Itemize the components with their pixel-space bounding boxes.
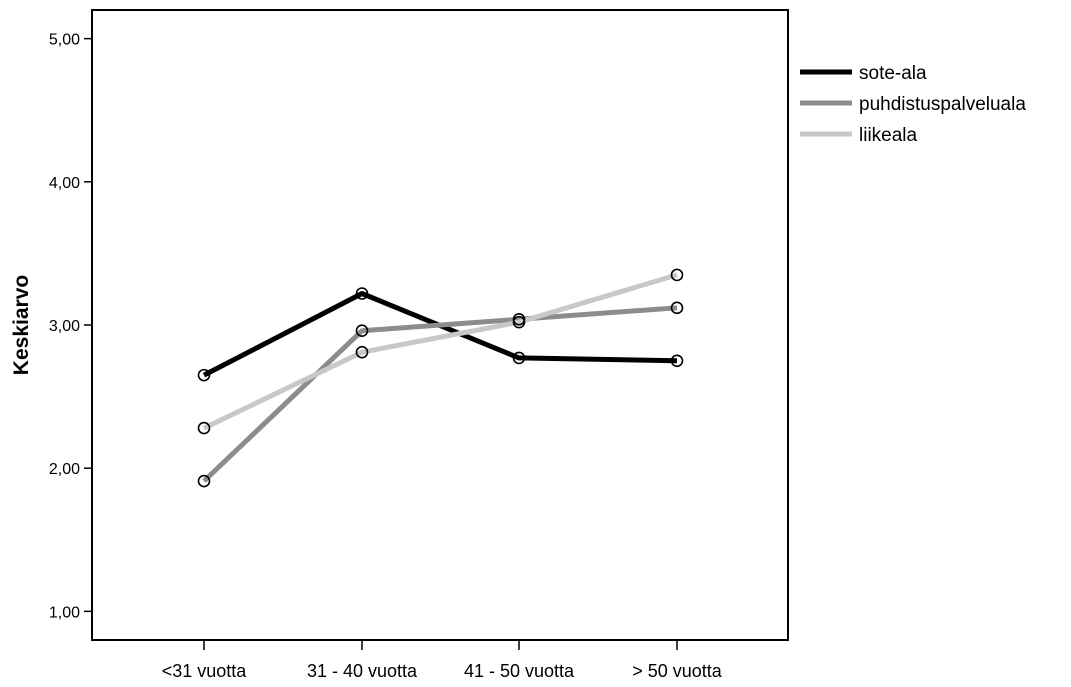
x-tick-label: 31 - 40 vuotta [307, 661, 418, 681]
x-axis: <31 vuotta 31 - 40 vuotta 41 - 50 vuotta > … [162, 640, 723, 681]
data-point-puhdistuspalveluala [670, 301, 684, 315]
data-point-sote-ala [197, 368, 211, 382]
series-line-puhdistuspalveluala [202, 305, 678, 483]
y-tick-label: 1,00 [49, 604, 80, 621]
y-tick-label: 3,00 [49, 318, 80, 335]
data-point-liikeala [197, 421, 211, 435]
legend-label: puhdistuspalveluala [859, 94, 1026, 115]
y-tick-label: 4,00 [49, 175, 80, 192]
data-point-sote-ala [512, 351, 526, 365]
series-points [197, 268, 684, 488]
data-point-sote-ala [670, 354, 684, 368]
data-point-liikeala [670, 268, 684, 282]
y-tick-label: 5,00 [49, 32, 80, 49]
legend: sote-ala puhdistuspalveluala liikeala [800, 63, 1026, 146]
y-tick-label: 2,00 [49, 461, 80, 478]
series-lines [202, 272, 678, 483]
data-point-liikeala [355, 345, 369, 359]
y-axis: 1,00 2,00 3,00 4,00 5,00 [49, 32, 92, 621]
legend-label: sote-ala [859, 63, 927, 84]
x-tick-label: > 50 vuotta [632, 661, 723, 681]
data-point-sote-ala [355, 287, 369, 300]
y-axis-title: Keskiarvo [10, 275, 33, 375]
data-point-liikeala [512, 315, 526, 329]
data-point-puhdistuspalveluala [355, 324, 369, 338]
x-tick-label: 41 - 50 vuotta [464, 661, 575, 681]
series-line-liikeala [202, 272, 678, 431]
x-tick-label: <31 vuotta [162, 661, 248, 681]
legend-label: liikeala [859, 125, 918, 146]
data-point-puhdistuspalveluala [197, 474, 211, 488]
